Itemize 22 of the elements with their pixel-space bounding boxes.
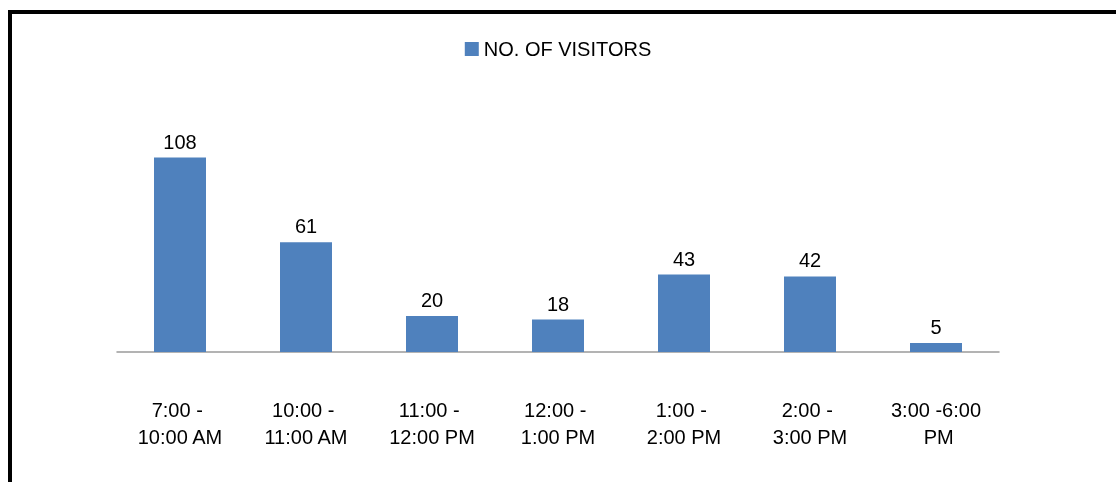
- data-label: 108: [163, 130, 197, 153]
- bar: [406, 316, 458, 352]
- bar: [154, 157, 206, 352]
- data-label: 20: [420, 289, 444, 311]
- bar: [910, 343, 962, 352]
- bar: [784, 276, 836, 352]
- x-tick-label: 7:00 - 10:00 AM: [137, 398, 223, 448]
- legend-label: NO. OF VISITORS: [483, 38, 652, 60]
- bar: [658, 274, 710, 352]
- x-tick-label: 11:00 - 12:00 PM: [389, 398, 475, 448]
- data-label: 42: [798, 249, 822, 272]
- x-tick-label: 3:00 -6:00 PM: [890, 398, 982, 448]
- data-label: 43: [672, 247, 696, 270]
- x-tick-label: 2:00 - 3:00 PM: [772, 398, 848, 448]
- data-label: 5: [930, 316, 942, 338]
- data-label: 18: [546, 292, 570, 315]
- x-tick-label: 12:00 - 1:00 PM: [520, 398, 596, 448]
- bar: [532, 319, 584, 352]
- x-tick-label: 10:00 - 11:00 AM: [264, 398, 348, 448]
- x-tick-label: 1:00 - 2:00 PM: [646, 398, 722, 448]
- data-label: 61: [294, 215, 318, 238]
- bar: [280, 242, 332, 352]
